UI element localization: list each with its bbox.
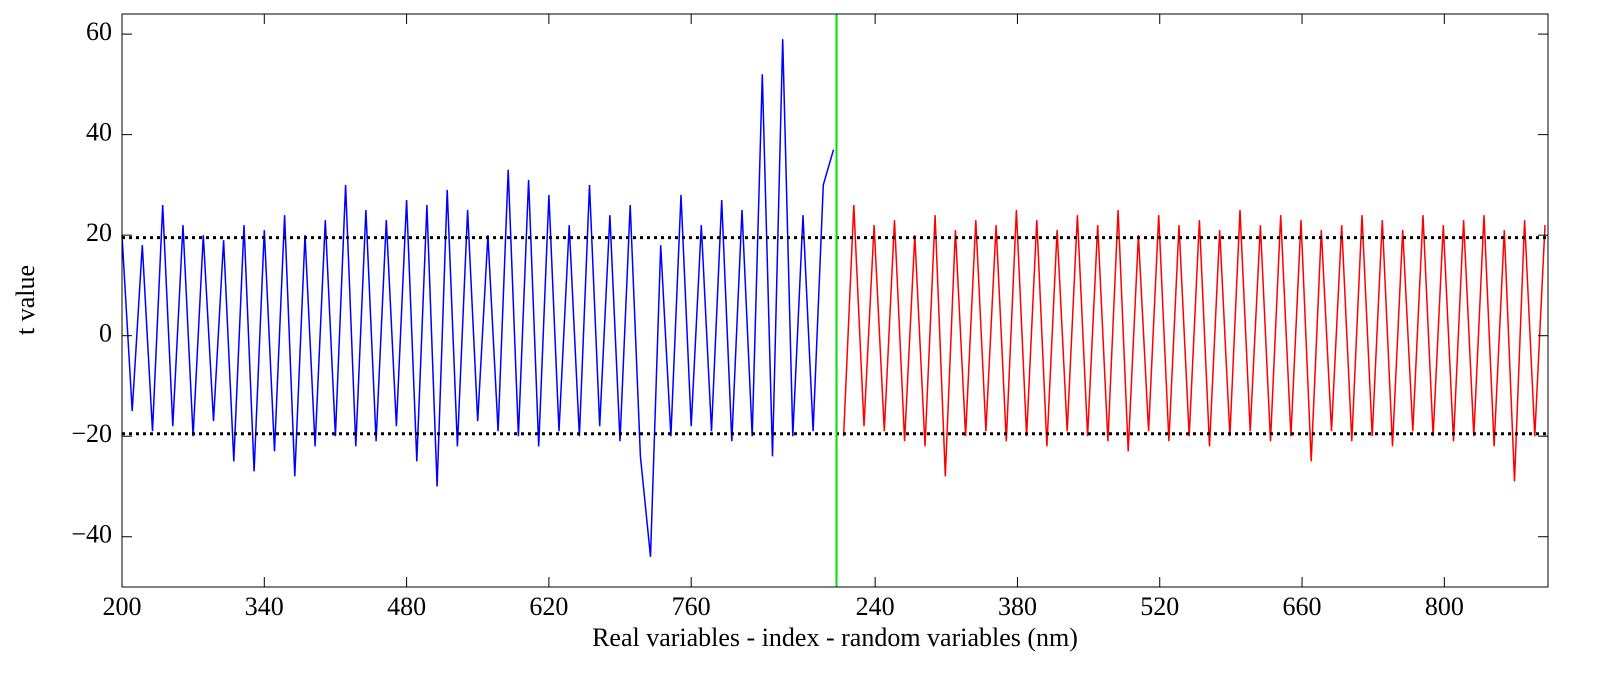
data-line (842, 204, 1546, 482)
x-tick-label: 620 (529, 592, 568, 621)
x-tick-label: 760 (672, 592, 711, 621)
y-tick-label: −40 (71, 520, 112, 549)
x-tick-label: 520 (1140, 592, 1179, 621)
x-tick-label: 200 (103, 592, 142, 621)
y-axis-label: t value (11, 265, 40, 335)
x-tick-label: 480 (387, 592, 426, 621)
plot-frame (121, 13, 1549, 588)
x-axis-label: Real variables - index - random variable… (592, 623, 1078, 652)
x-tick-label: 240 (856, 592, 895, 621)
x-tick-label: 380 (998, 592, 1037, 621)
data-line (121, 39, 835, 557)
x-tick-label: 800 (1425, 592, 1464, 621)
y-tick-label: 60 (86, 17, 112, 46)
y-tick-label: 20 (86, 218, 112, 247)
y-tick-label: 0 (99, 319, 112, 348)
y-tick-label: −20 (71, 419, 112, 448)
y-tick-label: 40 (86, 118, 112, 147)
x-tick-label: 660 (1283, 592, 1322, 621)
x-tick-label: 340 (245, 592, 284, 621)
